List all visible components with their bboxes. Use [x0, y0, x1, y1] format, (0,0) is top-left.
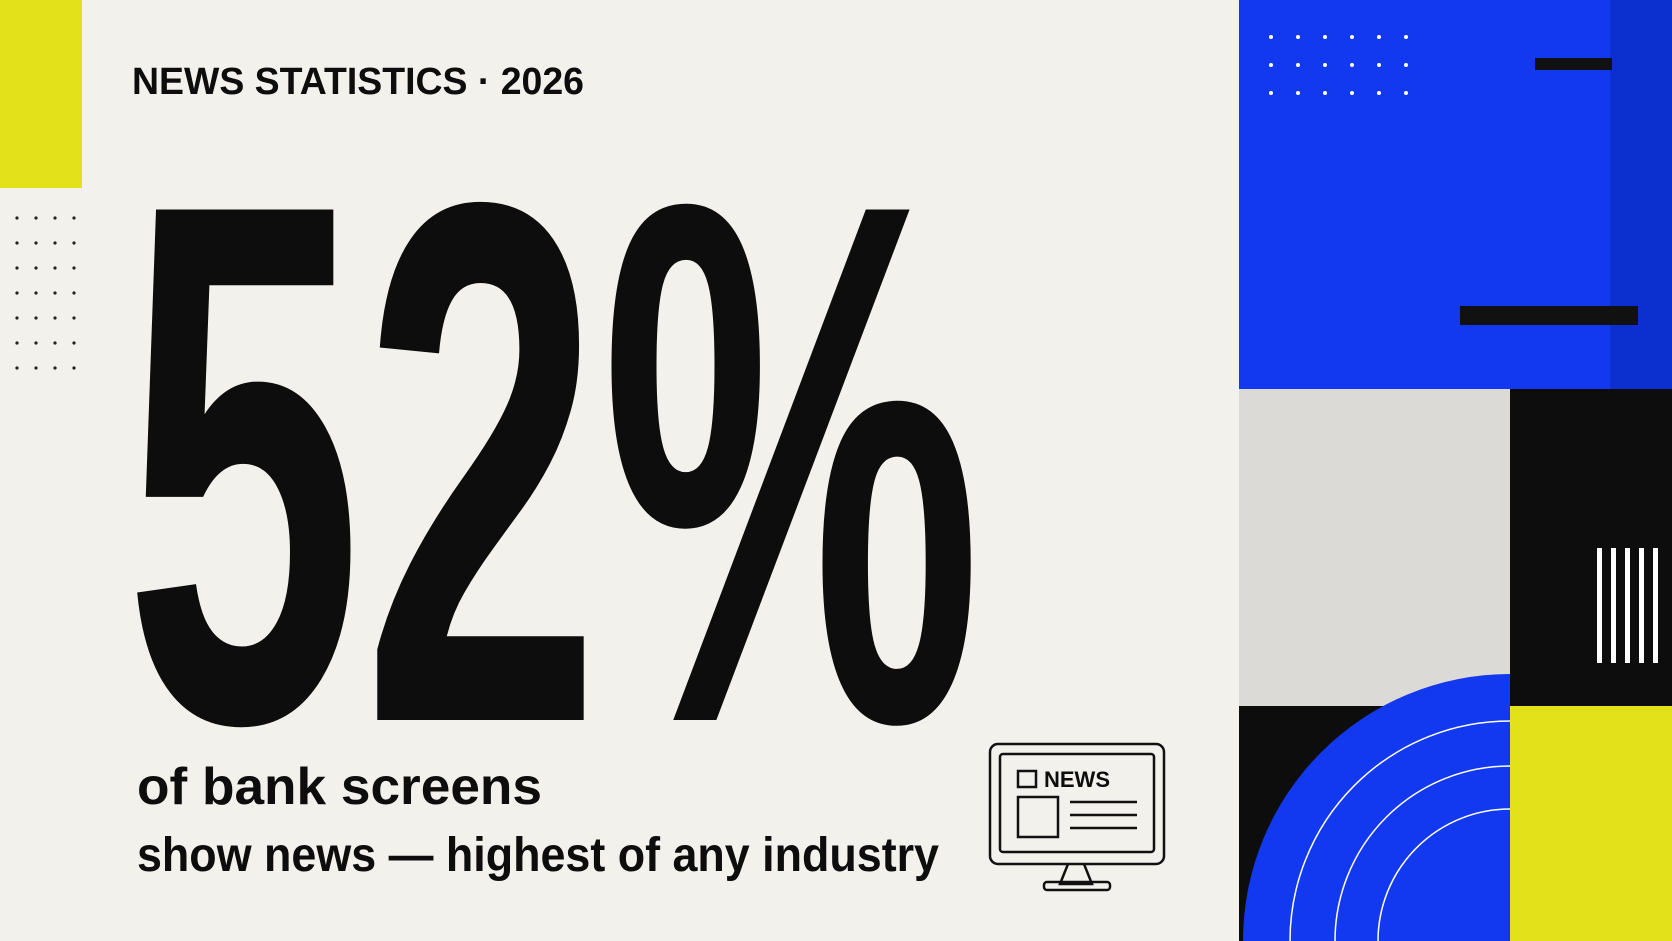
dot	[72, 266, 76, 270]
dot-grid	[1269, 35, 1408, 95]
dot	[1377, 63, 1381, 67]
dot	[1350, 35, 1354, 39]
subline-1: of bank screens	[137, 758, 542, 816]
dot	[72, 241, 76, 245]
dot	[1350, 91, 1354, 95]
dot	[15, 366, 19, 370]
dot	[1296, 63, 1300, 67]
kicker: NEWS STATISTICS · 2026	[132, 61, 584, 103]
blue-edge	[1610, 0, 1672, 389]
yellow-strip	[0, 0, 82, 188]
headline-figure: 52%	[124, 49, 982, 878]
dot	[53, 266, 57, 270]
black-block	[1510, 389, 1672, 706]
dot	[34, 341, 38, 345]
dot	[34, 241, 38, 245]
dot	[1377, 91, 1381, 95]
dot	[1296, 91, 1300, 95]
dot	[34, 266, 38, 270]
subline-2: show news — highest of any industry	[137, 829, 939, 882]
dot	[1323, 91, 1327, 95]
dot	[1404, 35, 1408, 39]
dot	[72, 291, 76, 295]
dot	[15, 216, 19, 220]
dot	[1269, 91, 1273, 95]
dot	[1323, 63, 1327, 67]
dot	[1377, 35, 1381, 39]
dot	[53, 341, 57, 345]
dot	[15, 291, 19, 295]
dot	[1404, 63, 1408, 67]
dot	[15, 316, 19, 320]
dot	[15, 266, 19, 270]
yellow-block	[1510, 706, 1672, 941]
stripes	[1597, 548, 1658, 663]
bar-accent	[1460, 306, 1638, 325]
dot	[1404, 91, 1408, 95]
icon-label: NEWS	[1044, 767, 1110, 792]
dot	[1269, 63, 1273, 67]
dot	[34, 316, 38, 320]
dot	[1296, 35, 1300, 39]
dot	[34, 216, 38, 220]
dot	[34, 366, 38, 370]
dot	[72, 366, 76, 370]
dot	[1269, 35, 1273, 39]
dot	[53, 241, 57, 245]
dot	[53, 216, 57, 220]
gray-block	[1239, 389, 1510, 706]
dot	[1350, 63, 1354, 67]
dot	[15, 241, 19, 245]
news-icon	[988, 742, 1166, 892]
dot	[53, 316, 57, 320]
dot	[72, 341, 76, 345]
quarter-circle	[1243, 674, 1510, 941]
dot	[72, 316, 76, 320]
dot-grid	[15, 216, 76, 370]
dot	[53, 291, 57, 295]
bar-accent	[1535, 58, 1612, 70]
arcs	[1289, 720, 1511, 941]
dot	[72, 216, 76, 220]
dot	[15, 341, 19, 345]
dot	[34, 291, 38, 295]
dot	[1323, 35, 1327, 39]
dot	[53, 366, 57, 370]
